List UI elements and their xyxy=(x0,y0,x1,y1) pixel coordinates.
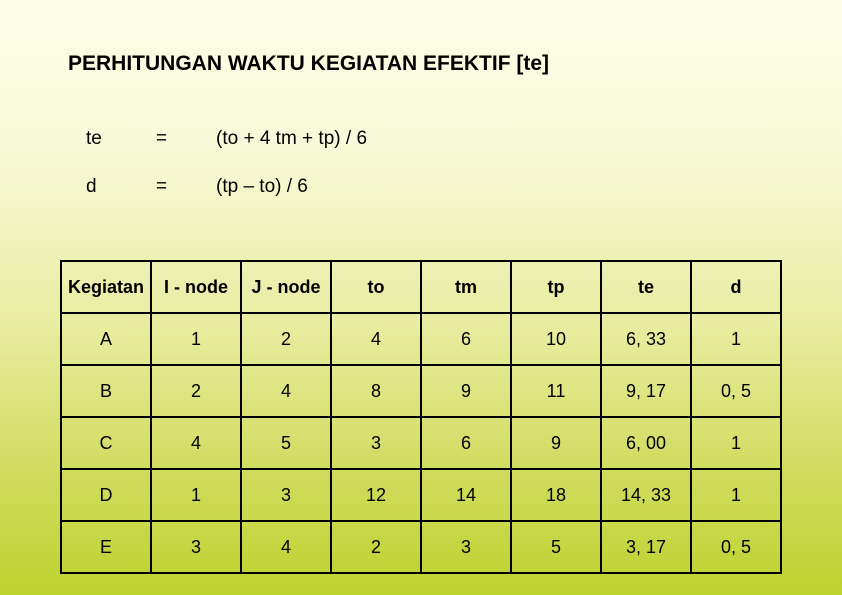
cell: 6, 33 xyxy=(601,313,691,365)
cell-activity: A xyxy=(61,313,151,365)
cell: 4 xyxy=(241,521,331,573)
cell: 14 xyxy=(421,469,511,521)
cell: 9, 17 xyxy=(601,365,691,417)
cell: 3 xyxy=(151,521,241,573)
table-header-row: Kegiatan I - node J - node to tm tp te d xyxy=(61,261,781,313)
col-header: J - node xyxy=(241,261,331,313)
cell: 11 xyxy=(511,365,601,417)
table-row: A 1 2 4 6 10 6, 33 1 xyxy=(61,313,781,365)
cell: 1 xyxy=(691,417,781,469)
table-row: D 1 3 12 14 18 14, 33 1 xyxy=(61,469,781,521)
formula-block: te = (to + 4 tm + tp) / 6 d = (tp – to) … xyxy=(86,128,367,224)
table-row: C 4 5 3 6 9 6, 00 1 xyxy=(61,417,781,469)
col-header: Kegiatan xyxy=(61,261,151,313)
formula-var: te xyxy=(86,128,156,150)
data-table: Kegiatan I - node J - node to tm tp te d… xyxy=(60,260,782,574)
formula-expr: (to + 4 tm + tp) / 6 xyxy=(216,128,367,150)
cell-activity: D xyxy=(61,469,151,521)
col-header: d xyxy=(691,261,781,313)
cell: 3, 17 xyxy=(601,521,691,573)
cell: 5 xyxy=(511,521,601,573)
cell: 9 xyxy=(421,365,511,417)
cell-activity: B xyxy=(61,365,151,417)
cell: 6, 00 xyxy=(601,417,691,469)
formula-row: d = (tp – to) / 6 xyxy=(86,176,367,198)
table-row: B 2 4 8 9 11 9, 17 0, 5 xyxy=(61,365,781,417)
col-header: tp xyxy=(511,261,601,313)
col-header: tm xyxy=(421,261,511,313)
page-title: PERHITUNGAN WAKTU KEGIATAN EFEKTIF [te] xyxy=(68,52,549,76)
cell: 9 xyxy=(511,417,601,469)
cell: 1 xyxy=(151,313,241,365)
cell: 4 xyxy=(151,417,241,469)
cell: 1 xyxy=(691,469,781,521)
formula-expr: (tp – to) / 6 xyxy=(216,176,308,198)
formula-var: d xyxy=(86,176,156,198)
cell: 12 xyxy=(331,469,421,521)
col-header: I - node xyxy=(151,261,241,313)
cell: 1 xyxy=(691,313,781,365)
cell: 0, 5 xyxy=(691,365,781,417)
cell: 0, 5 xyxy=(691,521,781,573)
col-header: to xyxy=(331,261,421,313)
formula-eq: = xyxy=(156,128,216,150)
formula-row: te = (to + 4 tm + tp) / 6 xyxy=(86,128,367,150)
cell: 1 xyxy=(151,469,241,521)
cell: 5 xyxy=(241,417,331,469)
cell: 2 xyxy=(151,365,241,417)
cell: 6 xyxy=(421,417,511,469)
cell-activity: E xyxy=(61,521,151,573)
cell: 2 xyxy=(331,521,421,573)
cell: 3 xyxy=(421,521,511,573)
cell: 4 xyxy=(331,313,421,365)
table-row: E 3 4 2 3 5 3, 17 0, 5 xyxy=(61,521,781,573)
cell: 10 xyxy=(511,313,601,365)
cell: 4 xyxy=(241,365,331,417)
cell: 14, 33 xyxy=(601,469,691,521)
cell: 2 xyxy=(241,313,331,365)
cell: 8 xyxy=(331,365,421,417)
cell: 3 xyxy=(241,469,331,521)
cell: 6 xyxy=(421,313,511,365)
data-table-wrap: Kegiatan I - node J - node to tm tp te d… xyxy=(60,260,782,574)
formula-eq: = xyxy=(156,176,216,198)
cell: 18 xyxy=(511,469,601,521)
cell: 3 xyxy=(331,417,421,469)
col-header: te xyxy=(601,261,691,313)
cell-activity: C xyxy=(61,417,151,469)
